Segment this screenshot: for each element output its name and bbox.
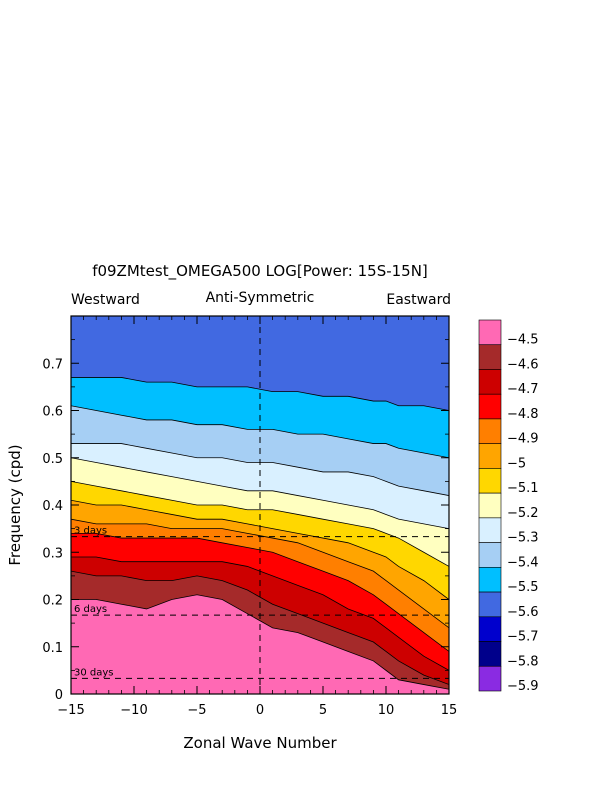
- x-tick-label: −10: [120, 703, 147, 718]
- colorbar-swatch: [478, 616, 502, 642]
- colorbar-swatch: [478, 369, 502, 395]
- colorbar-label: −4.7: [507, 382, 539, 397]
- westward-label: Westward: [71, 292, 140, 308]
- y-axis-label: Frequency (cpd): [6, 444, 24, 565]
- y-tick-label: 0.7: [42, 357, 63, 372]
- colorbar-label: −5: [507, 456, 526, 471]
- period-label: 30 days: [74, 667, 114, 678]
- chart-subtitle: Anti-Symmetric: [206, 290, 315, 306]
- colorbar-label: −5.9: [507, 679, 539, 694]
- colorbar-label: −5.6: [507, 605, 539, 620]
- colorbar-label: −5.4: [507, 555, 539, 570]
- x-tick-label: 5: [319, 703, 327, 718]
- y-tick-label: 0.2: [42, 594, 63, 609]
- y-tick-label: 0.5: [42, 452, 63, 467]
- colorbar-swatch: [478, 567, 502, 593]
- colorbar-label: −5.3: [507, 531, 539, 546]
- x-tick-label: 0: [256, 703, 264, 718]
- period-label: 6 days: [74, 604, 107, 615]
- colorbar: −4.5 −4.6 −4.7 −4.8 −4.9 −5 −5.1 −5.2 −5.3 −5.4 −5…: [478, 319, 539, 694]
- colorbar-swatch: [478, 492, 502, 519]
- colorbar-swatch: [478, 344, 502, 370]
- eastward-label: Eastward: [386, 292, 451, 308]
- y-tick-label: 0.3: [42, 546, 63, 561]
- colorbar-label: −5.2: [507, 506, 539, 521]
- colorbar-label: −4.8: [507, 407, 539, 422]
- colorbar-label: −5.1: [507, 481, 539, 496]
- x-tick-label: −15: [57, 703, 84, 718]
- colorbar-swatch: [478, 641, 502, 667]
- colorbar-label: −5.7: [507, 630, 539, 645]
- colorbar-swatch: [478, 665, 502, 692]
- colorbar-label: −4.5: [507, 333, 539, 348]
- x-tick-label: −5: [187, 703, 206, 718]
- colorbar-swatch: [478, 418, 502, 444]
- colorbar-swatch: [478, 319, 502, 346]
- colorbar-swatch: [478, 443, 502, 469]
- chart-title: f09ZMtest_OMEGA500 LOG[Power: 15S-15N]: [92, 262, 428, 281]
- colorbar-label: −5.5: [507, 580, 539, 595]
- colorbar-swatch: [478, 393, 502, 420]
- x-tick-label: 10: [378, 703, 395, 718]
- contour-band--4.5: [71, 594, 449, 694]
- period-label: 3 days: [74, 526, 107, 537]
- y-tick-label: 0.1: [42, 641, 63, 656]
- colorbar-label: −4.9: [507, 432, 539, 447]
- colorbar-label: −4.6: [507, 357, 539, 372]
- y-tick-label: 0.6: [42, 405, 63, 420]
- x-axis-label: Zonal Wave Number: [183, 734, 337, 752]
- axes: −15 −10 −5 0 5 10 15 0 0.1 0.2 0.3 0.4 0.5 0.6 0.7: [42, 316, 457, 718]
- colorbar-swatch: [478, 517, 502, 543]
- x-tick-label: 15: [441, 703, 458, 718]
- colorbar-swatch: [478, 542, 502, 568]
- y-tick-label: 0.4: [42, 499, 63, 514]
- colorbar-label: −5.8: [507, 654, 539, 669]
- y-tick-label: 0: [55, 688, 63, 703]
- colorbar-swatch: [478, 591, 502, 618]
- colorbar-swatch: [478, 468, 502, 494]
